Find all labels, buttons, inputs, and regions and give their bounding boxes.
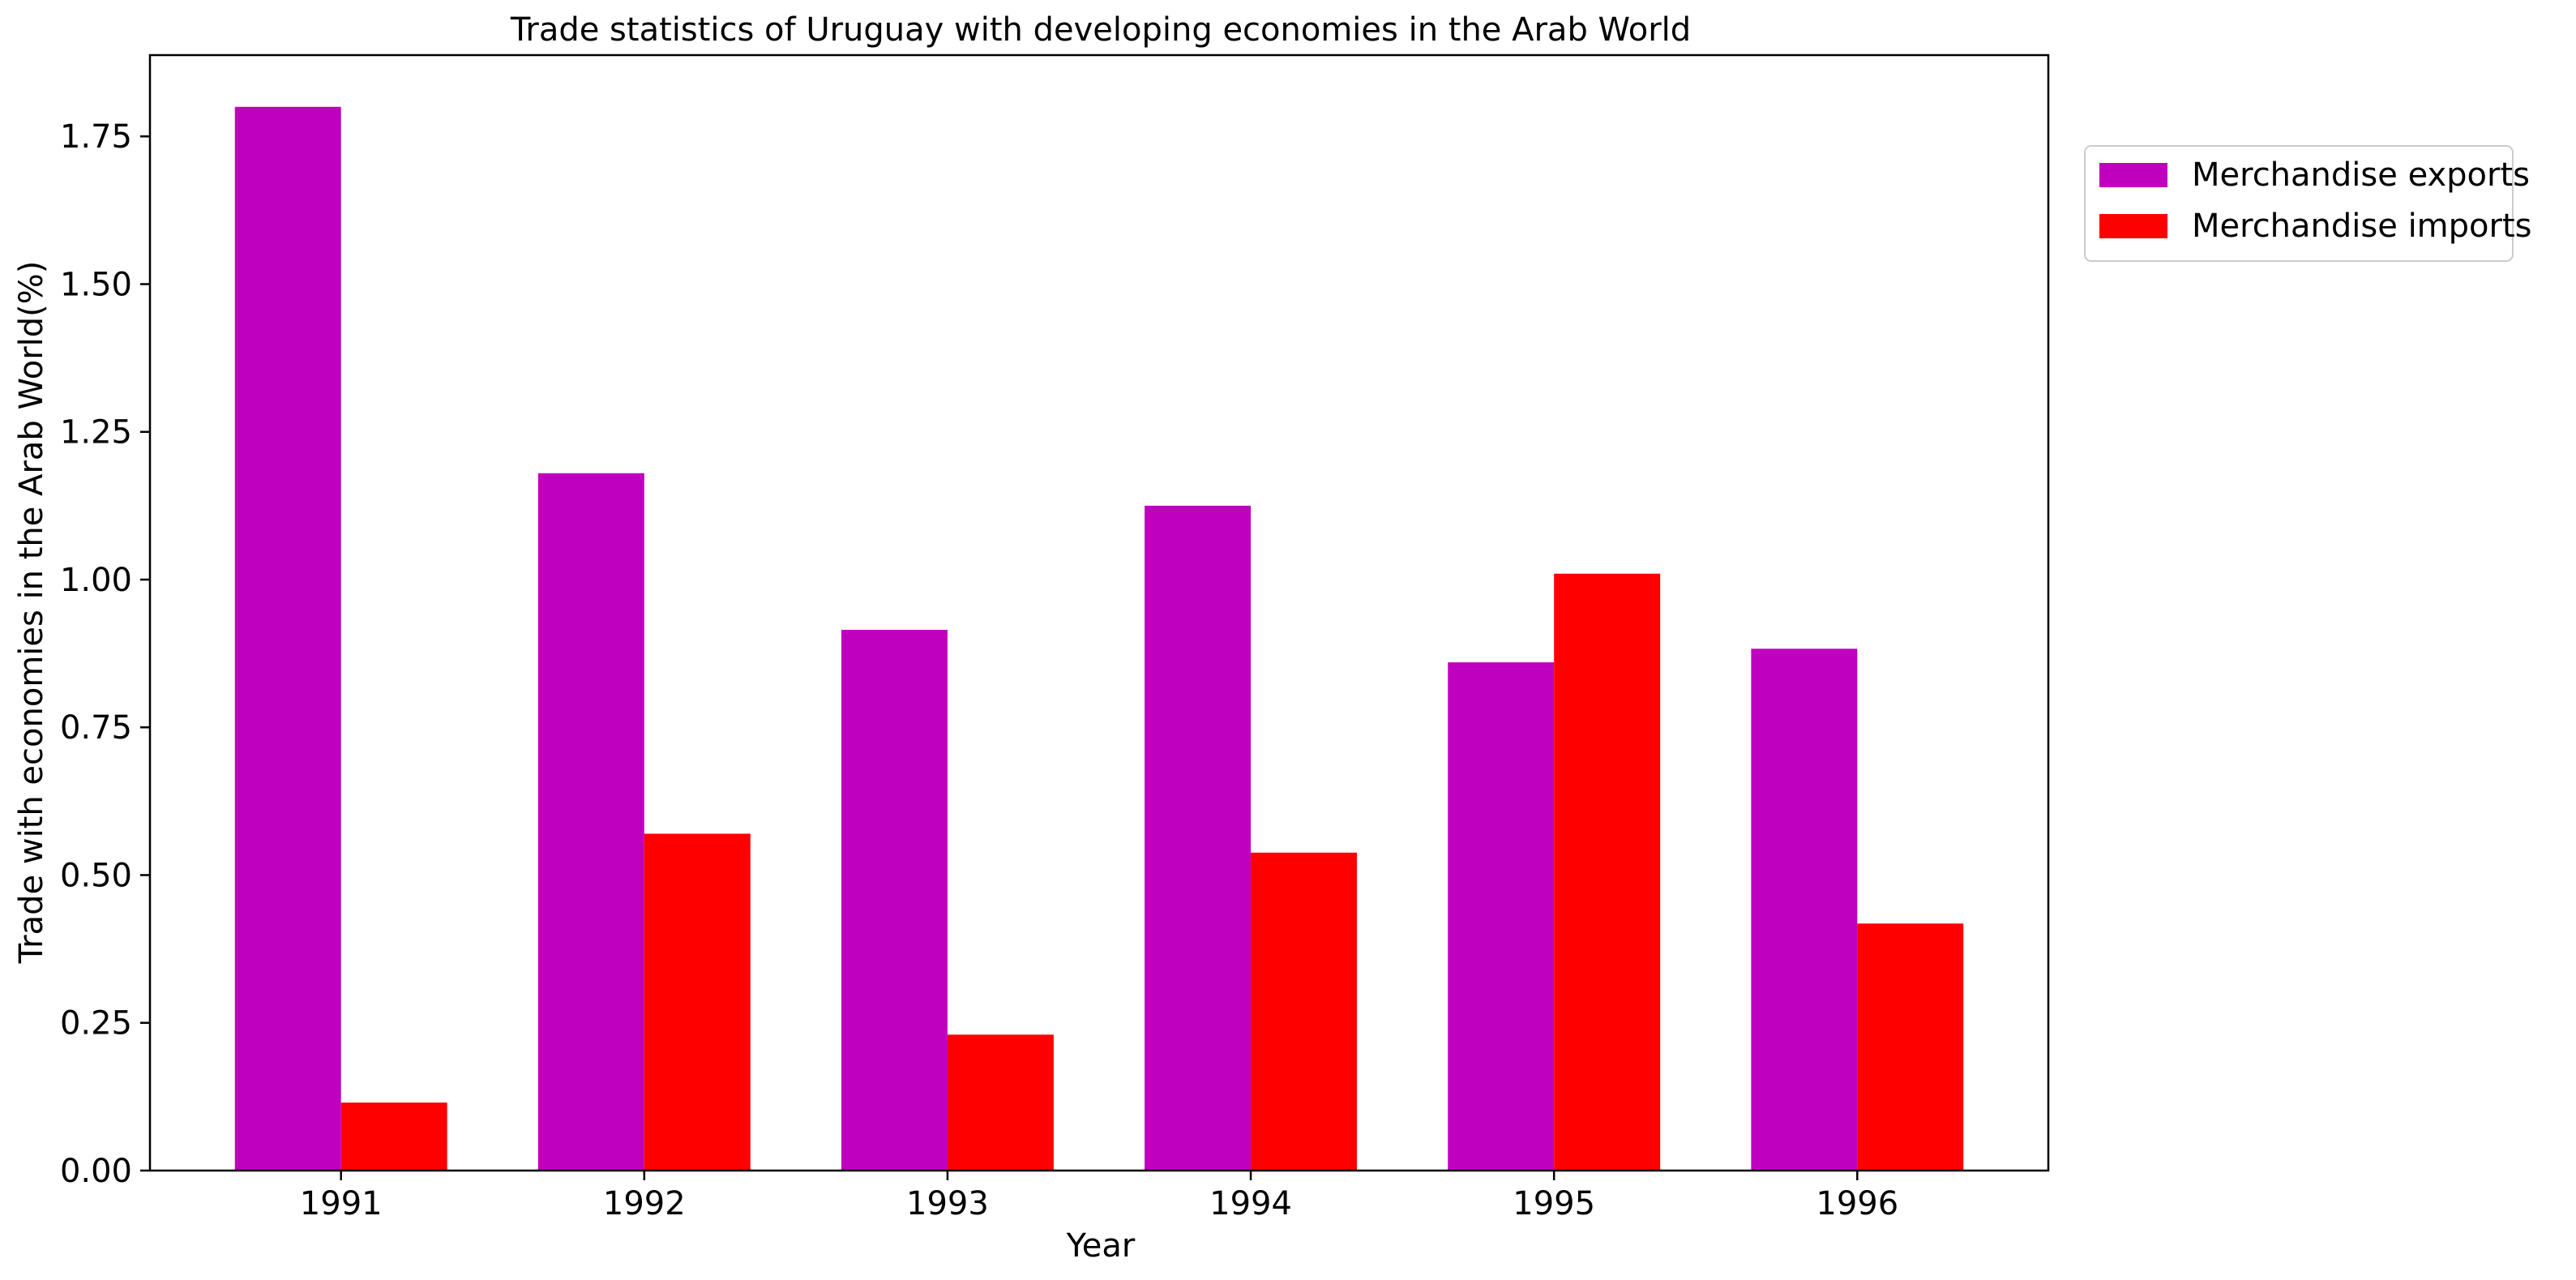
y-axis-label: Trade with economies in the Arab World(%… <box>13 261 50 965</box>
y-tick-label: 0.25 <box>60 1005 132 1042</box>
x-tick-label: 1993 <box>906 1185 989 1222</box>
x-tick-label: 1991 <box>300 1185 383 1222</box>
y-tick-label: 1.75 <box>60 118 132 156</box>
y-tick-label: 1.50 <box>60 266 132 303</box>
y-tick-label: 1.25 <box>60 414 132 452</box>
x-tick-label: 1996 <box>1816 1185 1898 1222</box>
bar-merchandise-imports-1992 <box>644 833 751 1171</box>
x-tick-label: 1994 <box>1209 1185 1292 1222</box>
y-tick-label: 0.75 <box>60 709 132 747</box>
x-tick-label: 1995 <box>1513 1185 1595 1222</box>
plot-area <box>148 54 2050 1172</box>
bar-merchandise-exports-1995 <box>1448 662 1555 1171</box>
bar-merchandise-exports-1994 <box>1145 505 1252 1171</box>
bar-merchandise-imports-1996 <box>1857 923 1964 1171</box>
y-tick-label: 1.00 <box>60 562 132 599</box>
y-axis: 0.00 0.25 0.50 0.75 1.00 1.25 1.50 1.75 <box>60 118 150 1190</box>
bar-merchandise-exports-1996 <box>1751 649 1858 1171</box>
legend-swatch-merchandise-exports <box>2099 163 2167 187</box>
bar-merchandise-imports-1995 <box>1554 573 1661 1171</box>
legend-label-merchandise-exports: Merchandise exports <box>2192 156 2530 194</box>
bar-merchandise-imports-1994 <box>1251 852 1358 1171</box>
plot-frame <box>148 54 2050 1172</box>
legend-frame <box>2084 145 2514 262</box>
bar-merchandise-exports-1993 <box>841 629 948 1171</box>
legend-swatch-merchandise-imports <box>2099 214 2167 238</box>
y-tick-label: 0.50 <box>60 857 132 894</box>
x-axis-label: Year <box>1066 1227 1136 1265</box>
bar-merchandise-exports-1992 <box>537 473 644 1171</box>
bar-merchandise-imports-1991 <box>340 1102 447 1171</box>
bar-merchandise-exports-1991 <box>234 106 341 1171</box>
y-tick-label: 0.00 <box>60 1153 132 1190</box>
chart-title: Trade statistics of Uruguay with develop… <box>510 11 1691 49</box>
legend-label-merchandise-imports: Merchandise imports <box>2192 208 2531 245</box>
x-tick-label: 1992 <box>603 1185 686 1222</box>
bar-merchandise-imports-1993 <box>947 1034 1054 1171</box>
x-axis: 1991 1992 1993 1994 1995 1996 <box>300 1171 1898 1222</box>
legend: Merchandise exports Merchandise imports <box>2084 145 2531 262</box>
